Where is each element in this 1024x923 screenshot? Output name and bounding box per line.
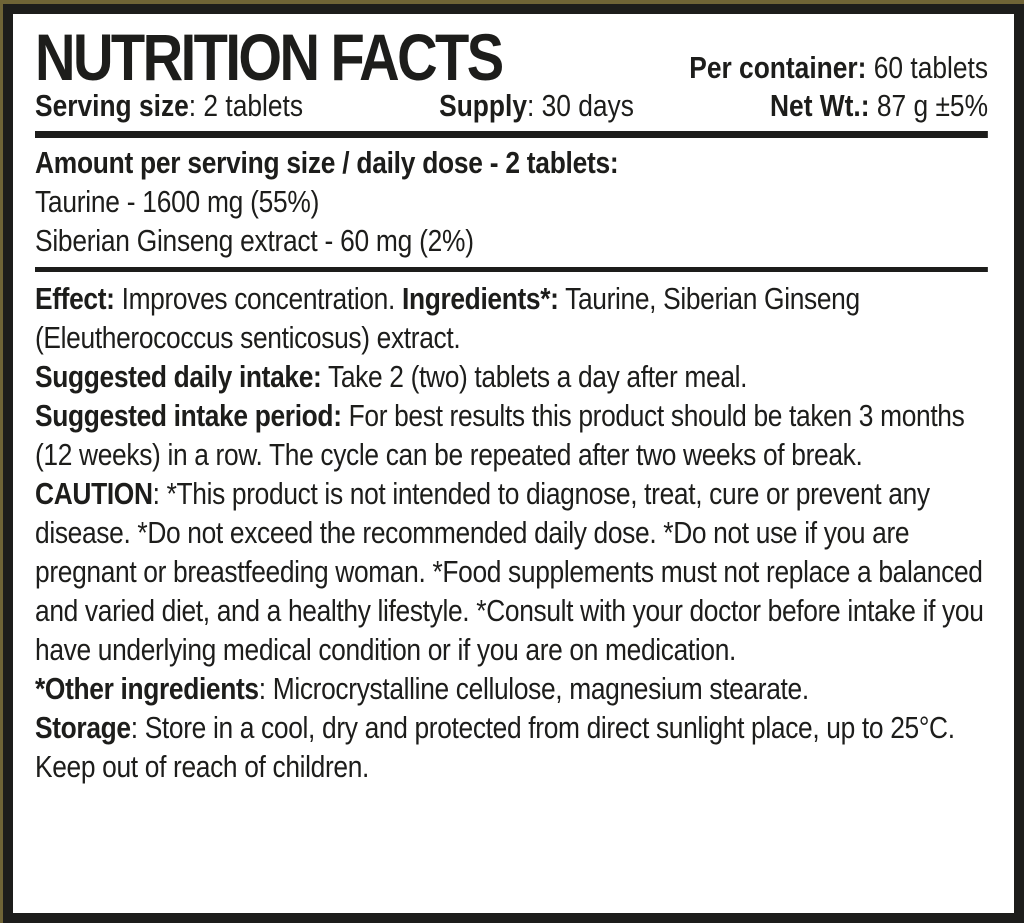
amount-row-taurine: Taurine - 1600 mg (55%) bbox=[35, 184, 320, 219]
net-wt-value: 87 g ±5% bbox=[869, 88, 989, 123]
caution-text: : *This product is not intended to diagn… bbox=[35, 476, 984, 667]
label-content: NUTRITION FACTS Per container: 60 tablet… bbox=[35, 24, 989, 786]
header-row-2: Serving size: 2 tablets Supply: 30 days … bbox=[35, 88, 988, 124]
serving-size: Serving size: 2 tablets bbox=[35, 88, 303, 124]
daily-intake-text: Take 2 (two) tablets a day after meal. bbox=[321, 359, 748, 394]
amount-row-ginseng: Siberian Ginseng extract - 60 mg (2%) bbox=[35, 223, 474, 258]
other-ingredients-text: : Microcrystalline cellulose, magnesium … bbox=[258, 671, 809, 706]
amounts-heading: Amount per serving size / daily dose - 2… bbox=[35, 145, 619, 180]
thick-divider bbox=[35, 131, 989, 138]
serving-size-label: Serving size bbox=[35, 88, 189, 123]
effect-label: Effect: bbox=[35, 281, 115, 316]
effect-text: Improves concentration. bbox=[114, 281, 402, 316]
daily-intake-label: Suggested daily intake: bbox=[35, 359, 322, 394]
per-container-label: Per container: bbox=[689, 50, 867, 85]
storage-text: : Store in a cool, dry and protected fro… bbox=[35, 710, 955, 784]
intake-period-text: For best results this product should be … bbox=[35, 398, 965, 472]
other-ingredients-label: *Other ingredients bbox=[35, 671, 259, 706]
ingredients-text: Taurine, Siberian Ginseng (Eleutherococc… bbox=[35, 281, 860, 355]
effect-ingredients-paragraph: Effect: Improves concentration. Ingredie… bbox=[35, 279, 988, 357]
details-section: Effect: Improves concentration. Ingredie… bbox=[35, 279, 988, 786]
caution-paragraph: CAUTION: *This product is not intended t… bbox=[35, 474, 988, 669]
header-row-1: NUTRITION FACTS Per container: 60 tablet… bbox=[35, 24, 988, 90]
net-wt-label: Net Wt.: bbox=[770, 88, 870, 123]
supply: Supply: 30 days bbox=[439, 88, 634, 124]
amounts-section: Amount per serving size / daily dose - 2… bbox=[35, 143, 988, 260]
net-wt: Net Wt.: 87 g ±5% bbox=[770, 88, 988, 124]
storage-label: Storage bbox=[35, 710, 131, 745]
per-container-value: 60 tablets bbox=[866, 50, 989, 85]
other-ingredients-paragraph: *Other ingredients: Microcrystalline cel… bbox=[35, 669, 988, 708]
daily-intake-paragraph: Suggested daily intake: Take 2 (two) tab… bbox=[35, 357, 988, 396]
supply-value: : 30 days bbox=[526, 88, 634, 123]
intake-period-paragraph: Suggested intake period: For best result… bbox=[35, 396, 988, 474]
per-container: Per container: 60 tablets bbox=[689, 50, 988, 90]
serving-size-value: : 2 tablets bbox=[188, 88, 304, 123]
ingredients-label: Ingredients*: bbox=[401, 281, 559, 316]
label-title: NUTRITION FACTS bbox=[35, 20, 504, 94]
thin-divider bbox=[35, 267, 989, 272]
intake-period-label: Suggested intake period: bbox=[35, 398, 342, 433]
supply-label: Supply bbox=[439, 88, 527, 123]
caution-label: CAUTION bbox=[35, 476, 153, 511]
storage-paragraph: Storage: Store in a cool, dry and protec… bbox=[35, 708, 988, 786]
nutrition-facts-label: NUTRITION FACTS Per container: 60 tablet… bbox=[3, 4, 1024, 923]
